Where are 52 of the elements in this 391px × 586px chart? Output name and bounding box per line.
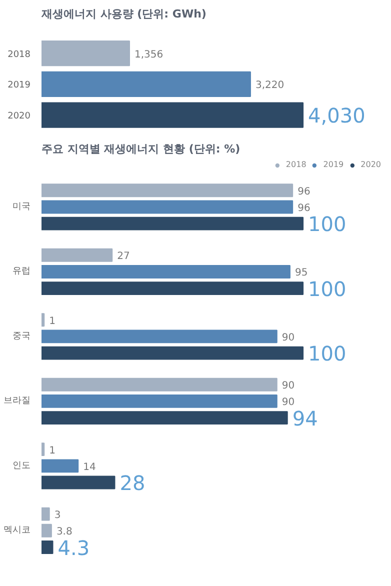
bar xyxy=(42,394,278,408)
legend-label: 2020 xyxy=(360,160,381,169)
data-label: 94 xyxy=(292,406,318,430)
bar xyxy=(42,216,304,230)
data-label: 1,356 xyxy=(134,49,164,60)
bar xyxy=(42,442,45,456)
y-tick-label: 2019 xyxy=(8,80,31,91)
data-label: 90 xyxy=(282,397,295,408)
bar xyxy=(42,313,45,327)
data-label: 100 xyxy=(308,212,346,236)
bar xyxy=(42,330,278,344)
data-label: 4.3 xyxy=(58,536,90,560)
data-label: 90 xyxy=(282,380,295,392)
bar xyxy=(42,282,304,296)
legend-label: 2018 xyxy=(286,160,306,169)
bar xyxy=(42,346,304,360)
data-label: 3 xyxy=(54,510,61,522)
bar xyxy=(42,411,288,425)
y-tick-label: 멕시코 xyxy=(4,526,30,536)
y-tick-label: 2020 xyxy=(8,112,31,122)
bar xyxy=(42,540,54,554)
data-label: 100 xyxy=(308,342,346,366)
data-label: 4,030 xyxy=(308,104,366,128)
data-label: 1 xyxy=(49,445,56,456)
y-tick-label: 브라질 xyxy=(4,396,30,406)
data-label: 14 xyxy=(83,462,96,473)
chart-title: 주요 지역별 재생에너지 현황 (단위: %) xyxy=(42,142,240,156)
bar xyxy=(42,459,79,473)
data-label: 3,220 xyxy=(255,80,284,92)
y-tick-label: 유럽 xyxy=(12,266,30,277)
bar xyxy=(42,248,113,262)
data-label: 100 xyxy=(308,276,346,301)
data-label: 90 xyxy=(282,332,295,344)
bar xyxy=(42,184,294,198)
y-tick-label: 미국 xyxy=(12,202,30,212)
data-label: 95 xyxy=(294,268,308,279)
bar xyxy=(42,507,50,521)
chart-title: 재생에너지 사용량 (단위: GWh) xyxy=(40,8,206,20)
bar xyxy=(42,200,294,214)
data-label: 27 xyxy=(117,251,130,262)
data-label: 1 xyxy=(49,316,56,327)
y-tick-label: 중국 xyxy=(12,331,30,342)
legend-label: 2019 xyxy=(323,160,344,169)
bar xyxy=(42,476,116,490)
data-label: 96 xyxy=(298,186,310,198)
data-label: 28 xyxy=(120,471,146,496)
y-tick-label: 2018 xyxy=(8,50,31,60)
y-tick-label: 인도 xyxy=(12,460,30,471)
bar xyxy=(42,264,290,278)
data-label: 96 xyxy=(298,202,310,214)
bar xyxy=(42,378,278,392)
data-label: 3.8 xyxy=(56,526,72,538)
